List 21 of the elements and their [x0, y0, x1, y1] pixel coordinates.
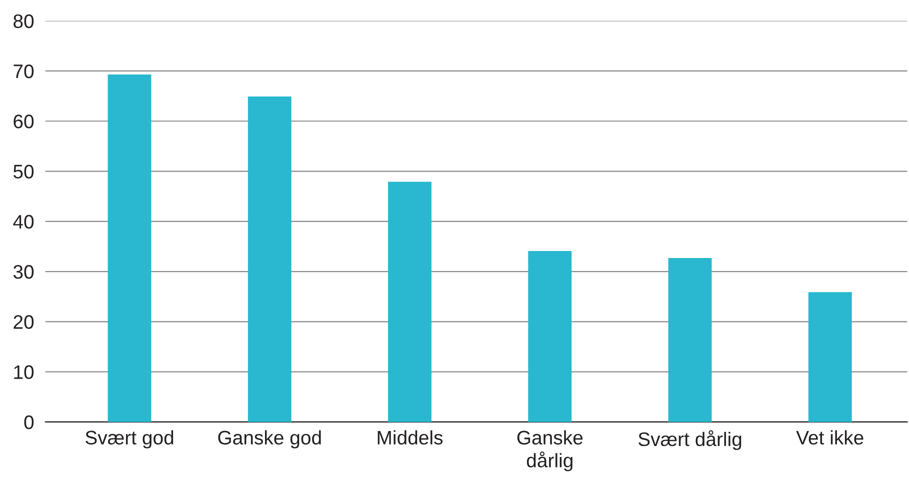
x-tick-label: Middels	[378, 430, 443, 445]
y-tick-label: 80	[14, 14, 34, 28]
bar	[388, 182, 432, 422]
bar	[668, 258, 712, 422]
y-tick-label: 20	[14, 315, 34, 329]
y-tick-label: 70	[14, 64, 34, 78]
y-tick-label: 60	[14, 114, 34, 128]
bar	[808, 292, 852, 422]
bar	[248, 96, 292, 422]
y-tick-label: 40	[13, 214, 34, 229]
y-tick-label: 50	[13, 164, 34, 179]
bar	[108, 74, 152, 422]
y-tick-label: 30	[13, 265, 34, 279]
x-tick-label: Vet ikke	[796, 430, 864, 445]
x-tick-label: Svært dårlig	[638, 430, 742, 450]
x-tick-label: Ganske god	[218, 430, 321, 448]
bar	[528, 250, 572, 422]
x-tick-label: Svært god	[86, 430, 174, 448]
y-tick-label: 10	[14, 365, 34, 380]
y-tick-label: 0	[24, 415, 34, 430]
x-tick-label: Ganske dårlig	[517, 430, 583, 472]
